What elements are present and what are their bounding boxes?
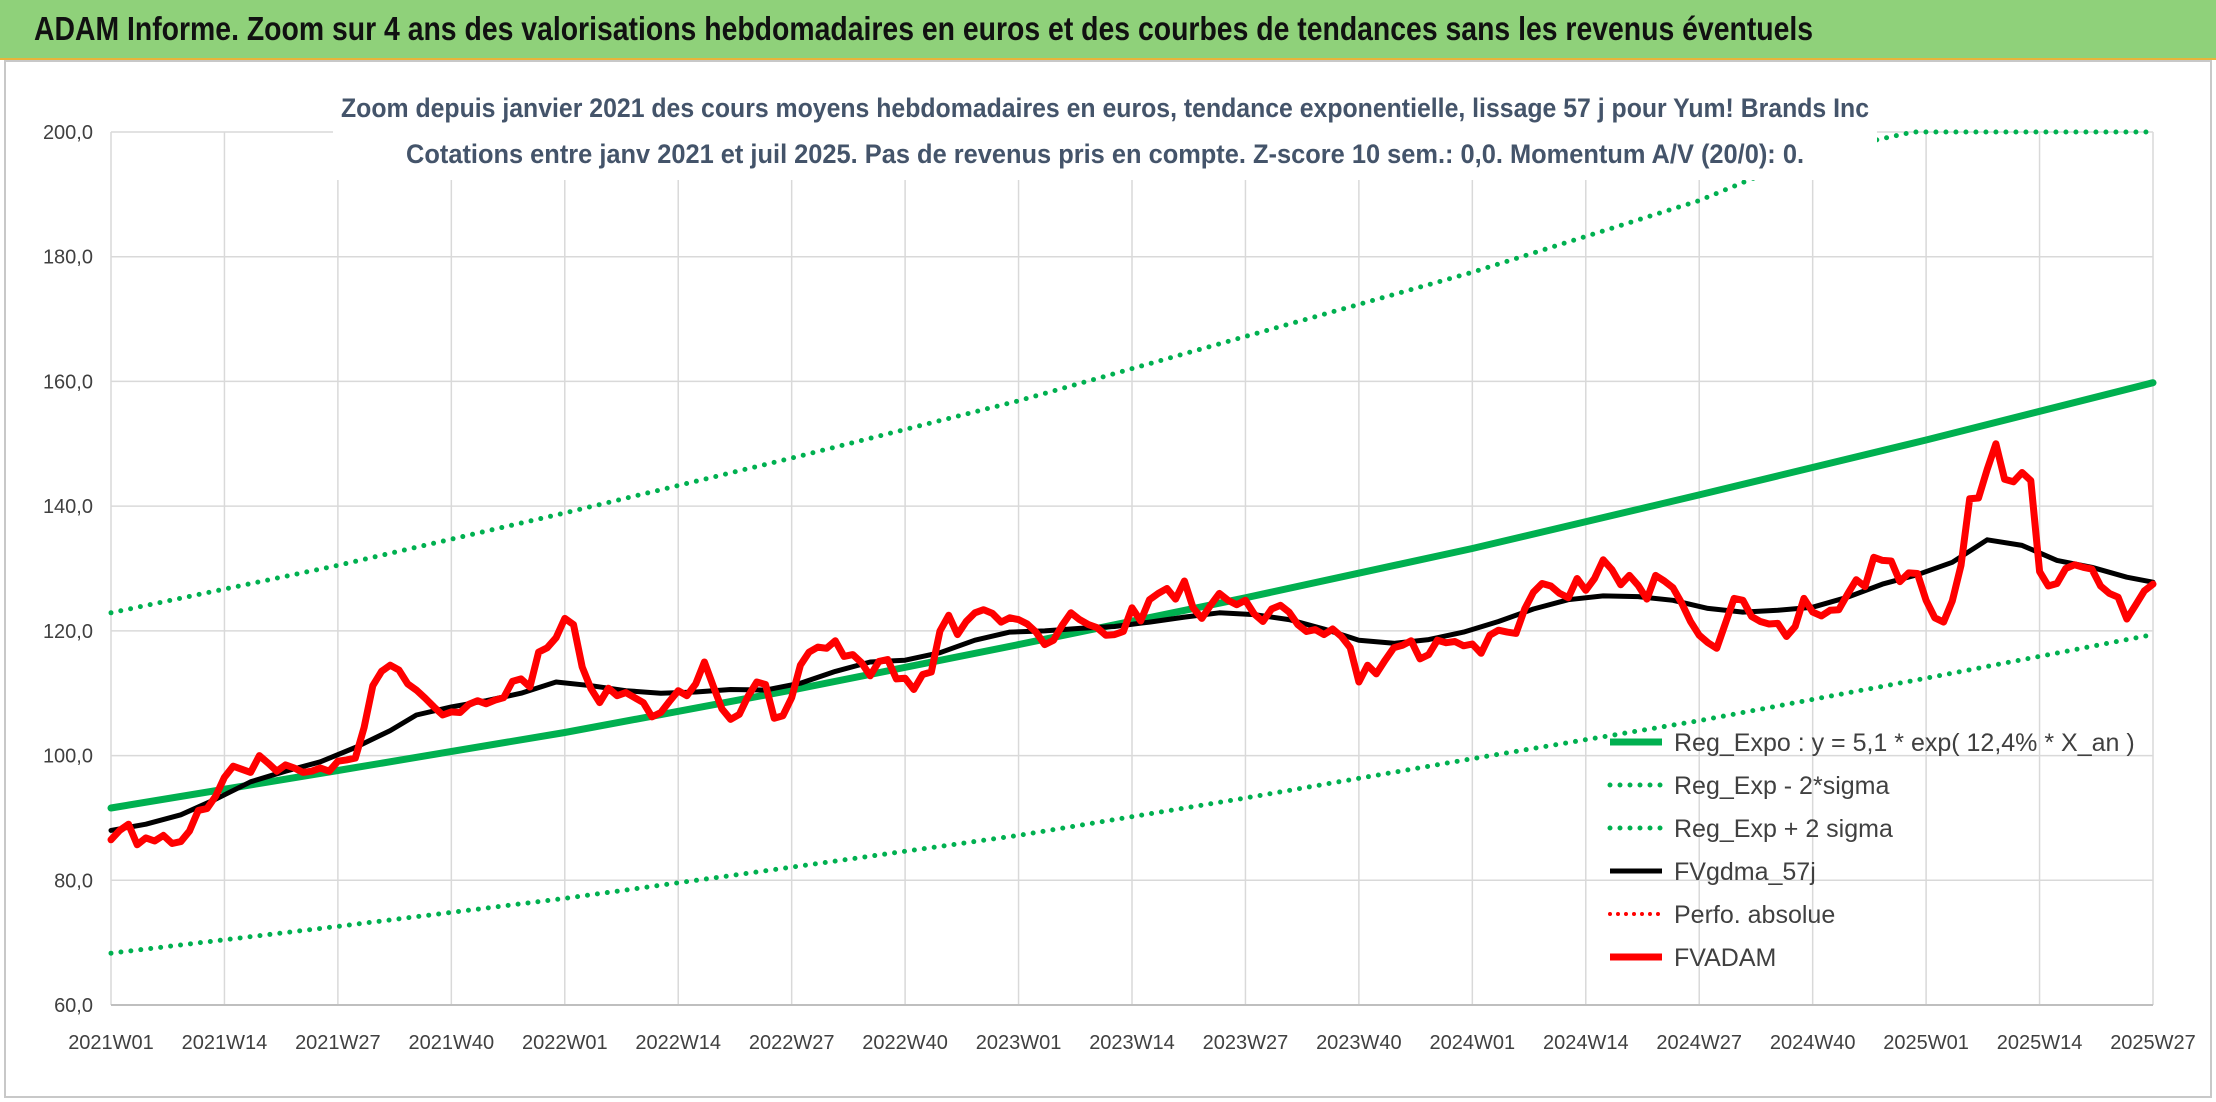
x-tick-label: 2023W14: [1089, 1032, 1175, 1054]
y-axis-ticks: 60,0 80,0 100,0 120,0 140,0 160,0 180,0 200,0: [43, 122, 93, 1017]
x-tick-label: 2024W27: [1656, 1032, 1742, 1054]
y-tick-label: 200,0: [43, 122, 93, 144]
legend-label-4: Perfo. absolue: [1674, 901, 1835, 929]
x-tick-label: 2022W27: [749, 1032, 835, 1054]
x-tick-label: 2021W40: [409, 1032, 495, 1054]
x-tick-label: 2023W40: [1316, 1032, 1402, 1054]
y-tick-label: 120,0: [43, 621, 93, 643]
x-tick-label: 2024W14: [1543, 1032, 1629, 1054]
chart-subtitle: Cotations entre janv 2021 et juil 2025. …: [406, 139, 1804, 169]
x-axis-ticks: 2021W01 2021W14 2021W27 2021W40 2022W01 2022W…: [68, 1032, 2196, 1054]
report-title: ADAM Informe. Zoom sur 4 ans des valoris…: [34, 10, 1814, 47]
y-tick-label: 80,0: [54, 870, 93, 892]
x-tick-label: 2023W01: [976, 1032, 1062, 1054]
x-tick-label: 2025W27: [2110, 1032, 2196, 1054]
x-tick-label: 2024W40: [1770, 1032, 1856, 1054]
legend-label-5: FVADAM: [1674, 944, 1776, 972]
y-tick-label: 60,0: [54, 995, 93, 1017]
x-tick-label: 2024W01: [1430, 1032, 1516, 1054]
x-tick-label: 2021W01: [68, 1032, 154, 1054]
x-tick-label: 2021W14: [182, 1032, 268, 1054]
x-tick-label: 2025W14: [1997, 1032, 2083, 1054]
x-tick-label: 2025W01: [1883, 1032, 1969, 1054]
x-tick-label: 2021W27: [295, 1032, 381, 1054]
legend: Reg_Expo : y = 5,1 * exp( 12,4% * X_an )…: [1607, 729, 2135, 972]
legend-label-2: Reg_Exp + 2 sigma: [1674, 815, 1893, 843]
y-tick-label: 140,0: [43, 496, 93, 518]
series-line-3: [108, 537, 2156, 833]
legend-label-1: Reg_Exp - 2*sigma: [1674, 772, 1889, 800]
series-line-1: [108, 632, 2156, 956]
chart-frame: [4, 60, 2212, 1098]
x-tick-label: 2022W14: [635, 1032, 721, 1054]
legend-label-0: Reg_Expo : y = 5,1 * exp( 12,4% * X_an ): [1674, 729, 2135, 757]
y-tick-label: 100,0: [43, 746, 93, 768]
legend-label-3: FVgdma_57j: [1674, 858, 1816, 886]
grid-lines: [110, 131, 2154, 1006]
y-tick-label: 160,0: [43, 371, 93, 393]
chart-title-background: [333, 84, 1877, 180]
x-tick-label: 2022W40: [862, 1032, 948, 1054]
series-line-5: [107, 440, 2157, 849]
chart-title: Zoom depuis janvier 2021 des cours moyen…: [341, 93, 1869, 123]
series-line-0: [107, 379, 2157, 812]
report-banner: ADAM Informe. Zoom sur 4 ans des valoris…: [0, 0, 2216, 60]
y-tick-label: 180,0: [43, 247, 93, 269]
x-tick-label: 2022W01: [522, 1032, 608, 1054]
x-tick-label: 2023W27: [1203, 1032, 1289, 1054]
